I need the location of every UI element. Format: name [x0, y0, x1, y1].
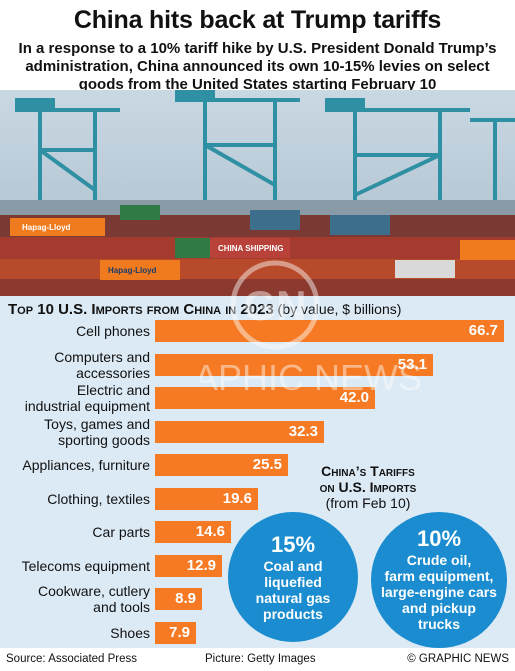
bar-category-line: industrial equipment	[24, 398, 150, 414]
chart-title-main: Top 10 U.S. Imports from China in 2023	[8, 301, 274, 318]
bar-category-label: Electric and industrial equipment	[0, 382, 150, 414]
tariff-desc-line: Coal and	[263, 558, 323, 574]
bar-category-line: Car parts	[92, 524, 150, 540]
tariff-percent: 10%	[416, 526, 462, 551]
bar	[155, 454, 288, 476]
bar	[155, 554, 222, 577]
bar-category-label: Telecoms equipment	[0, 558, 150, 574]
tariff-desc-line: Crude oil,	[406, 552, 472, 568]
container-label: Hapag-Lloyd	[22, 223, 71, 232]
page-title: China hits back at Trump tariffs	[73, 6, 442, 34]
page-subtitle: In a response to a 10% tariff hike by U.…	[18, 40, 497, 93]
bar-category-line: sporting goods	[58, 431, 150, 448]
bar	[155, 353, 433, 376]
tariff-desc-line: products	[263, 606, 323, 622]
bar	[155, 387, 375, 409]
footer-source: Source: Associated Press	[6, 653, 138, 665]
tariff-desc-line: trucks	[417, 616, 461, 632]
bar-value-label: 8.9	[175, 590, 196, 607]
tariffs-heading-line1: China’s Tariffs	[321, 463, 415, 479]
bar	[155, 588, 202, 610]
port-cranes-image: Hapag-Lloyd CHINA SHIPPING Hapag-Lloyd	[0, 90, 515, 296]
bar	[155, 487, 258, 510]
tariff-desc-line: natural gas	[255, 590, 331, 606]
bar-value-label: 7.9	[169, 623, 190, 641]
bar-category-line: Toys, games and	[44, 415, 150, 432]
container-label: Hapag-Lloyd	[108, 266, 157, 275]
bar-category-line: Cookware, cutlery	[37, 583, 150, 599]
bar-category-line: Computers and	[54, 348, 150, 365]
footer-credit: © GRAPHIC NEWS	[407, 653, 509, 665]
tariff-desc-line: liquefied	[264, 574, 322, 590]
bar-category-label: Computers and accessories	[0, 349, 150, 381]
tariff-desc-line: farm equipment,	[384, 568, 494, 584]
footer: Source: Associated Press Picture: Getty …	[0, 648, 515, 671]
bar-value-label: 12.9	[186, 556, 216, 574]
bar-value-label: 19.6	[222, 489, 252, 507]
bar-value-label: 66.7	[468, 322, 498, 339]
bar-category-label: Car parts	[0, 524, 150, 540]
bar-category-label: Cookware, cutlery and tools	[0, 583, 150, 615]
bar-category-label: Clothing, textiles	[0, 491, 150, 507]
bar-category-line: and tools	[93, 599, 150, 615]
bar-category-line: Electric and	[76, 382, 150, 398]
bar-category-label: Toys, games and sporting goods	[0, 416, 150, 448]
port-photo: Hapag-Lloyd CHINA SHIPPING Hapag-Lloyd	[0, 90, 515, 296]
tariffs-date-note: (from Feb 10)	[325, 495, 411, 511]
chart-title-suffix: (by value, $ billions)	[277, 301, 402, 317]
bar-value-label: 25.5	[252, 456, 282, 473]
bar-category-line: Telecoms equipment	[21, 557, 150, 574]
container-label: CHINA SHIPPING	[218, 244, 284, 253]
bar-category-label: Cell phones	[0, 323, 150, 339]
bar-value-label: 14.6	[195, 523, 225, 540]
bar	[155, 320, 504, 342]
tariffs-heading-line2: on U.S. Imports	[319, 479, 417, 495]
bar	[155, 621, 196, 644]
tariff-percent: 15%	[270, 532, 316, 557]
footer-picture: Picture: Getty Images	[205, 653, 316, 665]
tariff-circle-10: 10% Crude oil, farm equipment, large-eng…	[371, 512, 507, 648]
bar-category-label: Shoes	[0, 625, 150, 641]
tariff-desc-line: large-engine cars	[381, 584, 497, 600]
bar-category-line: accessories	[76, 364, 150, 381]
bar-category-line: Cell phones	[76, 323, 150, 339]
tariff-desc-line: and pickup	[402, 600, 476, 616]
bar-value-label: 42.0	[339, 389, 369, 406]
tariff-circle-15: 15% Coal and liquefied natural gas produ…	[228, 512, 358, 642]
bar	[155, 521, 231, 543]
bar-category-line: Shoes	[110, 624, 150, 641]
bar	[155, 420, 324, 443]
tariffs-heading: China’s Tariffs on U.S. Imports (from Fe…	[296, 463, 440, 511]
bar-category-line: Appliances, furniture	[22, 457, 150, 473]
bar-category-line: Clothing, textiles	[47, 490, 150, 507]
bar-value-label: 32.3	[288, 422, 318, 440]
bar-category-label: Appliances, furniture	[0, 457, 150, 473]
bar-value-label: 53.1	[397, 355, 427, 373]
chart-title: Top 10 U.S. Imports from China in 2023 (…	[8, 301, 401, 318]
